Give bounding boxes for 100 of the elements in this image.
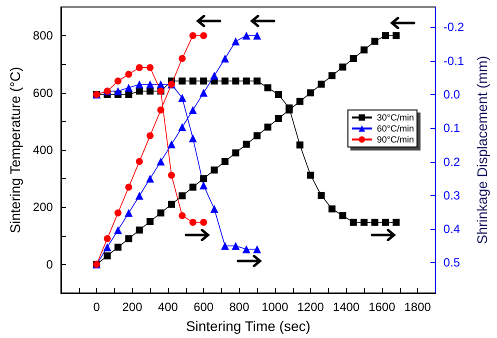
point: [296, 141, 304, 148]
point: [264, 124, 272, 131]
point: [200, 88, 208, 97]
point: [189, 78, 196, 85]
point: [103, 243, 112, 252]
point: [104, 235, 111, 242]
point: [135, 80, 144, 88]
point: [167, 140, 176, 148]
point: [178, 94, 186, 102]
x-tick-label: 1600: [368, 300, 396, 314]
y-tick-label: 400: [32, 143, 54, 157]
point: [125, 70, 132, 78]
point: [200, 32, 208, 40]
point: [114, 78, 122, 85]
point: [339, 64, 346, 71]
y-tick-label: 0: [46, 257, 54, 272]
point: [136, 226, 143, 234]
y-tick-label: 800: [32, 28, 54, 43]
point: [125, 235, 132, 242]
x-tick-label: 1000: [262, 300, 289, 314]
point: [360, 46, 368, 54]
y2-tick-label: 0.5: [443, 256, 460, 270]
point: [146, 80, 154, 88]
point: [189, 32, 196, 40]
point: [124, 84, 133, 92]
x-tick-label: 400: [158, 300, 178, 314]
point: [114, 209, 122, 216]
point: [189, 218, 196, 226]
y2-tick-label: 0.4: [443, 222, 460, 236]
point: [253, 32, 262, 40]
x-tick-label: 1200: [297, 300, 324, 314]
point: [189, 184, 196, 191]
point: [254, 78, 261, 85]
x-tick-label: 800: [229, 300, 250, 314]
legend-label: 90°C/min: [376, 134, 414, 144]
point: [178, 54, 186, 62]
y2-tick-label: 0.2: [443, 154, 460, 169]
point: [274, 90, 282, 98]
point: [178, 123, 186, 132]
point: [200, 175, 208, 182]
legend-label: 30°C/min: [376, 112, 414, 122]
point: [274, 115, 282, 122]
point: [307, 89, 314, 96]
point: [146, 218, 154, 225]
point: [253, 245, 262, 254]
x-axis-title: Sintering Time (sec): [186, 318, 310, 334]
point: [232, 149, 240, 156]
point: [232, 37, 240, 46]
y2-tick-label: 0.0: [443, 87, 460, 102]
point: [210, 204, 218, 213]
point: [168, 200, 175, 208]
point: [232, 242, 240, 250]
point: [188, 134, 197, 142]
y2-tick-label: -0.2: [443, 20, 464, 34]
y-tick-label: 600: [32, 86, 54, 100]
point: [242, 78, 250, 85]
point: [350, 218, 357, 226]
point: [382, 218, 389, 226]
point: [220, 242, 229, 250]
point: [242, 32, 250, 40]
point: [371, 218, 378, 226]
point: [339, 212, 346, 220]
point: [124, 208, 133, 217]
y-axis-title: Sintering Temperature (°C): [7, 66, 23, 234]
point: [146, 64, 154, 72]
point: [220, 54, 229, 62]
point: [254, 132, 261, 140]
point: [146, 132, 154, 140]
point: [135, 192, 144, 200]
point: [178, 78, 186, 85]
point: [136, 158, 143, 165]
point: [328, 72, 336, 80]
point: [360, 218, 368, 226]
y2-tick-label: 0.1: [443, 121, 460, 136]
point: [157, 106, 164, 114]
point: [168, 172, 175, 179]
point: [114, 244, 122, 251]
point: [242, 140, 250, 148]
y2-tick-label: 0.3: [443, 188, 460, 202]
point: [307, 172, 314, 179]
point: [156, 80, 165, 88]
point: [178, 212, 186, 220]
y2-tick-label: -0.1: [443, 54, 464, 68]
point: [232, 78, 240, 85]
point: [178, 192, 186, 200]
legend-label: 60°C/min: [376, 124, 414, 134]
x-tick-label: 1800: [404, 300, 432, 314]
point: [328, 205, 336, 212]
x-tick-label: 1400: [332, 300, 360, 314]
point: [392, 32, 400, 40]
point: [318, 80, 325, 88]
point: [350, 54, 357, 62]
point: [136, 64, 143, 72]
point: [264, 84, 272, 92]
point: [157, 209, 164, 216]
x-tick-label: 600: [194, 300, 214, 314]
point: [156, 157, 165, 166]
point: [296, 98, 304, 105]
point: [104, 252, 111, 260]
y2-axis-title: Shrinkage Displacement (mm): [474, 56, 490, 244]
